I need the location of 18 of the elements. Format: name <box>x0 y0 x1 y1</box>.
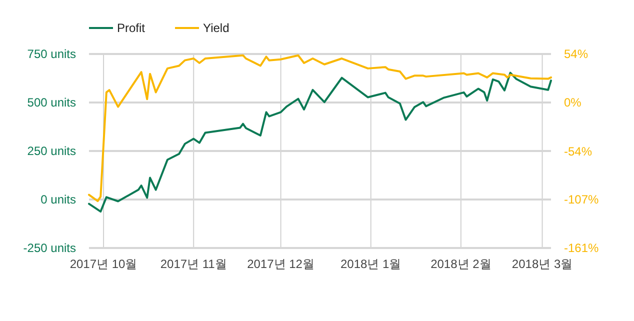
x-tick-label: 2018년 3월 <box>512 257 573 271</box>
y-tick-label: -250 units <box>23 241 76 255</box>
x-tick-label: 2018년 2월 <box>430 257 492 271</box>
y2-tick-label: 54% <box>564 47 588 61</box>
y2-tick-label: 0% <box>564 96 582 110</box>
y-tick-label: 750 units <box>27 47 76 61</box>
x-tick-label: 2018년 1월 <box>340 257 402 271</box>
x-tick-label: 2017년 10월 <box>70 257 138 271</box>
legend-label: Profit <box>117 21 146 35</box>
y-tick-label: 500 units <box>27 96 76 110</box>
legend-label: Yield <box>203 21 230 35</box>
x-tick-label: 2017년 11월 <box>160 257 227 271</box>
x-tick-label: 2017년 12월 <box>247 257 314 271</box>
y2-tick-label: -107% <box>564 192 600 206</box>
y-tick-label: 0 units <box>40 192 76 206</box>
y-tick-label: 250 units <box>27 144 76 158</box>
y2-tick-label: -161% <box>564 241 600 255</box>
y2-tick-label: -54% <box>564 144 592 158</box>
